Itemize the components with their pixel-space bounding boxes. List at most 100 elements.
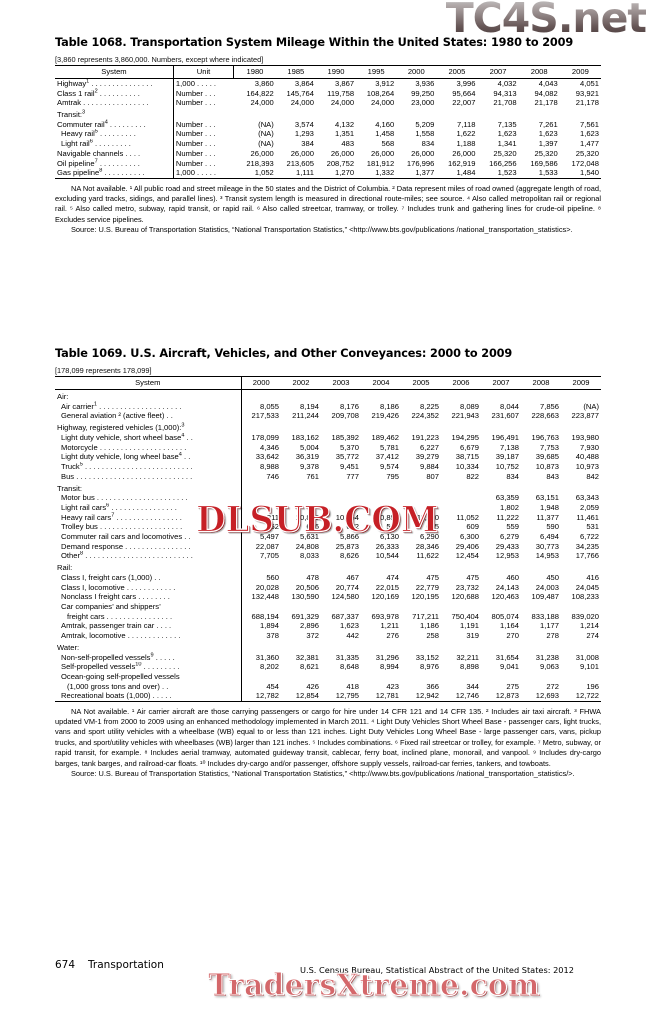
table-row: Light rail cars6 . . . . . . . . . . . .… [55, 502, 601, 513]
cell-2003 [321, 602, 361, 612]
cell-2008: 109,487 [531, 592, 559, 602]
cell-2009: 10,973 [575, 461, 599, 471]
cell-2009: 63,343 [575, 493, 599, 503]
cell-2008: 39,685 [535, 452, 559, 462]
cell-2000: 1,558 [415, 129, 435, 139]
cell-2004 [361, 640, 401, 652]
cell-1985: 1,293 [294, 129, 314, 139]
cell-2009: 839,020 [571, 611, 599, 621]
cell-2009: 1,623 [579, 129, 599, 139]
cell-2008: 590 [546, 522, 559, 532]
table-row: (1,000 gross tons and over) . . 454 426 418… [55, 681, 601, 691]
cell-2009: 9,101 [579, 662, 599, 672]
cell-2008: 25,320 [534, 148, 558, 158]
cell-2009: 25,320 [575, 148, 599, 158]
cell-2008: 228,663 [531, 411, 559, 421]
row-label: Demand response . . . . . . . . . . . . … [61, 541, 191, 551]
table-row: Recreational boats (1,000) . . . . . 12,7… [55, 690, 601, 702]
table-1069: System 2000 2002 2003 2004 2005 2006 2007 2008 20… [55, 375, 601, 702]
cell-2003 [321, 561, 361, 573]
cell-2003: 8,176 [339, 401, 359, 411]
cell-2008 [521, 389, 561, 401]
cell-2003: 8,648 [339, 662, 359, 672]
cell-2008: 14,953 [535, 551, 559, 561]
cell-2006: 38,715 [455, 452, 479, 462]
cell-2009 [561, 389, 601, 401]
cell-2007: 196,491 [491, 432, 519, 442]
table-row: Motorcycle . . . . . . . . . . . . . . .… [55, 442, 601, 452]
table-row: Self-propelled vessels10 . . . . . . . .… [55, 661, 601, 672]
table-row: Car companies’ and shippers’ [55, 601, 601, 612]
cell-1985: 26,000 [290, 148, 314, 158]
row-label: Other8 . . . . . . . . . . . . . . . . .… [61, 550, 193, 561]
cell-2008 [521, 672, 561, 682]
cell-2006: 12,746 [441, 690, 481, 702]
column-header-2008: 2008 [518, 64, 560, 79]
cell-2005: 3,996 [456, 78, 476, 88]
cell-2006: 8,089 [459, 401, 479, 411]
cell-2005: 224,352 [411, 411, 439, 421]
cell-2004: 31,296 [375, 652, 399, 662]
footnote-marker: 4 [178, 451, 182, 458]
cell-2008: 24,003 [535, 582, 559, 592]
cell-2004: 26,333 [375, 541, 399, 551]
cell-2007: 9,041 [499, 662, 519, 672]
cell-2005 [401, 602, 441, 612]
cell-1985: 213,605 [286, 158, 314, 168]
cell-2007: 24,143 [495, 582, 519, 592]
table-row: Other8 . . . . . . . . . . . . . . . . .… [55, 550, 601, 561]
cell-2005: 22,779 [415, 582, 439, 592]
cell-2008 [521, 421, 561, 433]
cell-2006: 32,211 [456, 652, 479, 662]
table-1068-footnotes: NA Not available. ¹ All public road and … [55, 183, 601, 224]
cell-2006 [441, 503, 481, 513]
cell-2006: 120,688 [451, 592, 479, 602]
cell-2007: 8,044 [499, 401, 519, 411]
table-1069-body: Air: Air carrier1 . . . . . . . . . . . .… [55, 389, 601, 702]
cell-2003: 25,873 [335, 541, 359, 551]
cell-2005: 95,664 [452, 88, 476, 98]
cell-1985: 1,111 [275, 167, 316, 179]
table-row: Oil pipeline7 . . . . . . . . . . Number … [55, 158, 601, 168]
row-unit: Number . . . [172, 88, 234, 98]
cell-1995: 4,160 [375, 119, 395, 129]
cell-2009 [561, 561, 601, 573]
cell-2009: 34,235 [575, 541, 599, 551]
cell-2007: 120,463 [491, 592, 519, 602]
cell-2003: 31,335 [335, 652, 359, 662]
cell-2002: 691,329 [291, 611, 319, 621]
cell-2000: 31,360 [240, 652, 281, 662]
table-row: Heavy rail5 . . . . . . . . . Number . . … [55, 129, 601, 139]
cell-2000: 176,996 [406, 158, 435, 168]
cell-2005: 1,186 [419, 621, 439, 631]
cell-2003: 418 [346, 681, 359, 691]
cell-2009: 21,178 [575, 98, 599, 108]
cell-2006: 194,295 [451, 432, 479, 442]
cell-2007 [481, 389, 521, 401]
cell-2000: 22,087 [240, 541, 281, 551]
cell-2007 [477, 108, 518, 120]
cell-2005 [401, 672, 441, 682]
cell-2006: 8,898 [459, 662, 479, 672]
cell-2003: 5,370 [339, 442, 359, 452]
cell-2000: 99,250 [411, 88, 435, 98]
cell-1990: 208,752 [326, 158, 355, 168]
row-unit: Number . . . [172, 119, 234, 130]
cell-2000: 834 [421, 139, 435, 149]
table-row: Rail: [55, 560, 601, 573]
cell-2004 [361, 389, 401, 401]
cell-2003: 8,626 [339, 551, 359, 561]
cell-2005: 1,622 [456, 129, 476, 139]
row-label: Transit:3 [57, 109, 86, 120]
column-header-2007: 2007 [481, 375, 521, 390]
cell-1990: 4,132 [335, 119, 355, 129]
cell-2000 [240, 640, 281, 653]
cell-2002: 8,194 [299, 401, 319, 411]
row-unit: 1,000 . . . . . [172, 167, 234, 179]
footnote-marker: 8 [99, 167, 103, 174]
row-label: (1,000 gross tons and over) . . [67, 681, 169, 691]
cell-2003: 1,623 [339, 621, 359, 631]
cell-2004: 8,186 [379, 401, 399, 411]
cell-2005: 8,225 [419, 401, 439, 411]
row-label: Recreational boats (1,000) . . . . . [55, 690, 241, 702]
